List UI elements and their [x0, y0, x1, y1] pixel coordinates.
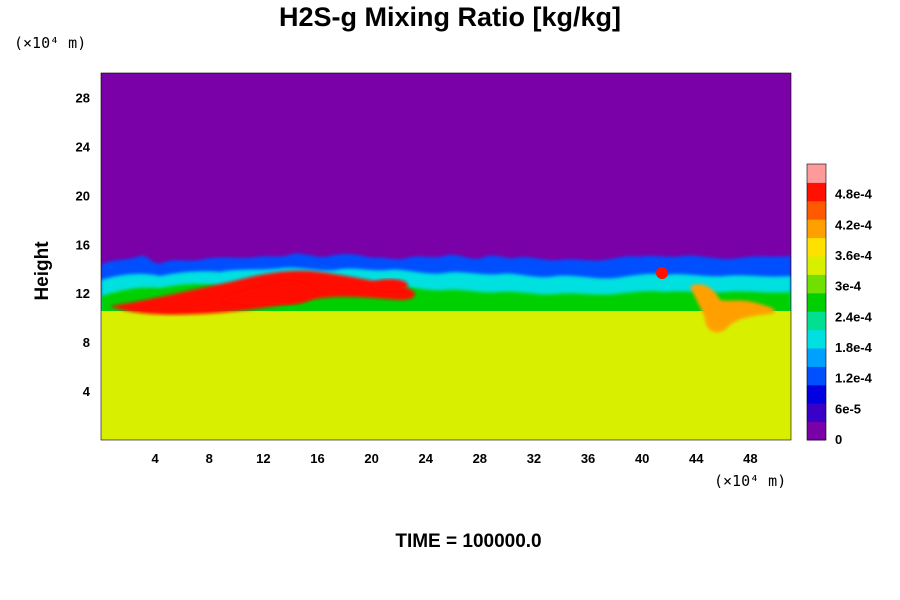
x-unit-label: (×10⁴ m) [714, 472, 787, 490]
x-tick-label: 8 [206, 451, 213, 466]
colorbar-tick-label: 6e-5 [835, 401, 861, 416]
orange-region [690, 284, 776, 333]
colorbar-swatch [807, 292, 826, 312]
colorbar-swatch [807, 182, 826, 202]
time-label: TIME = 100000.0 [395, 531, 542, 552]
x-tick-label: 24 [418, 451, 433, 466]
y-axis-ticks: 4 8 12 16 20 24 28 [76, 90, 91, 399]
colorbar-swatch [807, 237, 826, 257]
colorbar-swatch [807, 311, 826, 331]
colorbar-swatch [807, 164, 826, 183]
x-tick-label: 28 [473, 451, 487, 466]
x-tick-label: 44 [689, 451, 704, 466]
y-tick-label: 12 [76, 286, 90, 301]
colorbar-swatch [807, 366, 826, 386]
colorbar-tick-label: 1.8e-4 [835, 340, 873, 355]
colorbar-swatch [807, 384, 826, 404]
colorbar-frame [806, 163, 827, 441]
y-tick-label: 4 [83, 384, 91, 399]
colorbar-swatch [807, 348, 826, 367]
y-tick-label: 28 [76, 90, 90, 105]
colorbar-swatch [807, 274, 826, 294]
heatmap-field [101, 73, 791, 440]
x-tick-label: 4 [152, 451, 160, 466]
colorbar-swatch [807, 219, 826, 239]
y-unit-label: (×10⁴ m) [14, 34, 87, 52]
x-tick-label: 36 [581, 451, 595, 466]
y-tick-label: 8 [83, 335, 90, 350]
peak-ratio-region [220, 280, 316, 305]
colorbar-tick-label: 4.8e-4 [835, 187, 873, 202]
colorbar-tick-label: 2.4e-4 [835, 309, 873, 324]
colorbar-tick-label: 4.2e-4 [835, 217, 873, 232]
colorbar-swatch [807, 200, 826, 220]
x-tick-label: 32 [527, 451, 541, 466]
colorbar-tick-label: 1.2e-4 [835, 371, 873, 386]
peak-ratio-region-2 [372, 279, 408, 291]
x-tick-label: 12 [256, 451, 270, 466]
colorbar: 0 6e-5 1.2e-4 1.8e-4 2.4e-4 3e-4 3.6e-4 4.2e-4 4… [806, 163, 873, 447]
colorbar-swatch [807, 421, 826, 441]
x-tick-label: 48 [743, 451, 757, 466]
colorbar-swatch [807, 256, 826, 275]
colorbar-swatch [807, 329, 826, 349]
y-tick-label: 16 [76, 237, 90, 252]
colorbar-swatch [807, 403, 826, 423]
x-axis-ticks: 4 8 12 16 20 24 28 32 36 40 44 48 [152, 451, 758, 466]
plot-frame [100, 72, 792, 441]
chart-title: H2S-g Mixing Ratio [kg/kg] [278, 2, 621, 32]
colorbar-tick-label: 3e-4 [835, 279, 862, 294]
y-tick-label: 24 [76, 139, 91, 154]
lower-layer-region [101, 311, 791, 440]
x-tick-label: 16 [310, 451, 324, 466]
y-tick-label: 20 [76, 188, 90, 203]
x-tick-label: 20 [364, 451, 378, 466]
colorbar-tick-label: 0 [835, 432, 842, 447]
small-peak-spot [656, 267, 668, 279]
colorbar-tick-label: 3.6e-4 [835, 248, 873, 263]
x-tick-label: 40 [635, 451, 649, 466]
